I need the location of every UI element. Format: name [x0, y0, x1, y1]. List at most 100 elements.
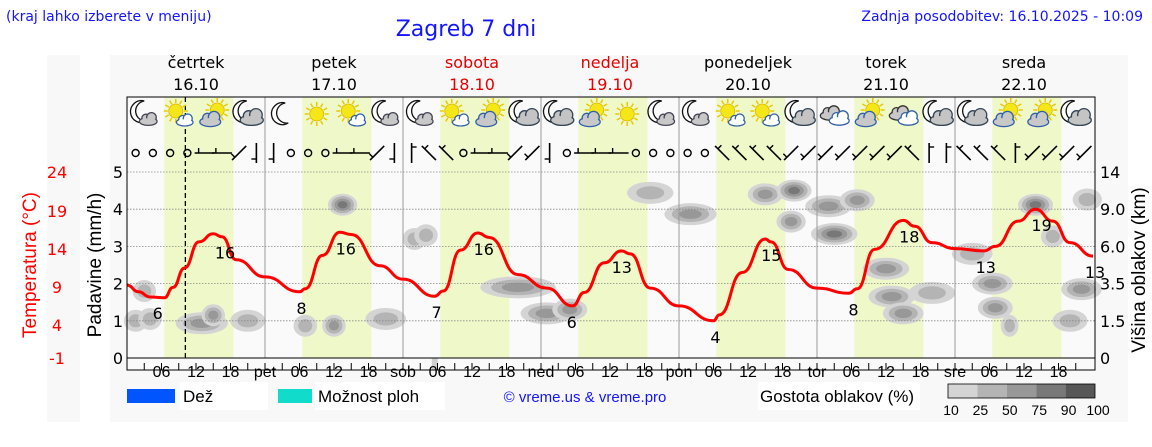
moon-heavy-cloud-icon	[542, 99, 575, 127]
sun-ray	[866, 99, 870, 104]
wind-barb-icon	[524, 145, 541, 161]
location-hint-link[interactable]: (kraj lahko izberete v meniju)	[6, 9, 212, 25]
sun-cloud-icon	[992, 98, 1023, 128]
cloud-fill	[453, 119, 469, 126]
temperature-value-label: 16	[474, 240, 494, 259]
wind-barb-icon	[332, 148, 353, 154]
cloud-height-axis-label: Višina oblakov (km)	[1129, 187, 1150, 352]
moon-icon	[270, 101, 289, 126]
x-tick-label: pet	[254, 364, 277, 381]
sun-small-cloud-icon	[163, 99, 194, 127]
sun-ray	[499, 103, 505, 107]
sun-ray	[440, 114, 446, 118]
cloud-icon	[175, 113, 194, 127]
temperature-tick-label: 4	[52, 316, 62, 335]
moon-heavy-cloud-icon	[1060, 99, 1092, 127]
day-name: torek	[865, 53, 907, 72]
sun-ray	[721, 117, 725, 122]
cloud-height-tick-label: 3.5	[1100, 275, 1125, 294]
wind-barb-feather	[907, 144, 912, 150]
sun-ray	[603, 113, 608, 117]
sun-ray	[590, 99, 594, 104]
cloud-icon	[727, 113, 746, 127]
sun-cloud-icon	[854, 98, 885, 128]
wind-barb-icon	[1014, 143, 1021, 163]
wind-barb-icon	[869, 145, 886, 161]
x-tick-label: 06	[981, 364, 999, 381]
sun-ray	[876, 116, 880, 121]
wind-barb-feather	[817, 153, 822, 158]
wind-barb-shaft	[438, 145, 454, 161]
density-scale-frame	[947, 383, 1096, 399]
wind-barb-shaft	[714, 145, 730, 161]
precip-strip-mark	[431, 358, 438, 370]
sun-ray	[496, 99, 500, 104]
temperature-value-label: 8	[296, 299, 306, 318]
wind-barb-icon	[544, 143, 551, 163]
temperature-tick-label: -1	[49, 349, 65, 368]
moon-heavy-cloud-icon	[922, 99, 954, 127]
wind-barb-feather	[506, 153, 512, 158]
cloud-icon	[656, 111, 676, 127]
temperature-value-label: 6	[153, 304, 163, 323]
precipitation-tick-label: 5	[113, 163, 123, 182]
sun-ray	[765, 100, 769, 105]
wind-barb-icon	[817, 145, 834, 161]
x-tick-label: 12	[325, 364, 343, 381]
sun-ray	[305, 117, 311, 121]
temperature-value-label: 13	[976, 258, 996, 277]
temperature-value-label: 6	[567, 313, 577, 332]
wind-barb-icon	[955, 144, 972, 161]
cloud-icon	[964, 107, 989, 127]
moon-cloud-icon	[681, 99, 710, 127]
sun-ray	[482, 103, 487, 107]
x-tick-label: 06	[153, 364, 171, 381]
density-scale-label: 90	[1061, 402, 1077, 418]
cloud-fill	[551, 115, 573, 125]
sun-ray	[179, 100, 183, 105]
rain-swatch	[127, 389, 175, 403]
x-tick-label: 18	[498, 364, 516, 381]
sun-ray	[223, 103, 229, 107]
wind-barb-icon	[608, 148, 629, 154]
wind-barb-icon	[800, 145, 817, 161]
temperature-tick-label: 19	[47, 202, 67, 221]
day-date: 18.10	[449, 75, 495, 94]
sun-ray	[585, 103, 591, 107]
sun-ray	[1051, 103, 1057, 107]
wind-barb-icon	[748, 144, 765, 161]
sun-ray	[734, 104, 739, 108]
wind-barb-icon	[349, 148, 370, 154]
cloud-icon	[475, 110, 498, 128]
sun-ray	[1051, 113, 1057, 117]
sun-ray	[164, 104, 170, 108]
day-date: 19.10	[587, 75, 633, 94]
cloud-icon	[992, 110, 1015, 128]
wind-barb-icon	[487, 148, 508, 154]
overcast-icon	[819, 105, 850, 126]
sun-ray	[600, 116, 604, 121]
sun-ray	[879, 103, 884, 107]
cloud-fill	[177, 119, 193, 126]
sun-small-cloud-icon	[336, 99, 367, 127]
copyright-link[interactable]: © vreme.us & vreme.pro	[504, 389, 667, 406]
sun-ray	[616, 107, 621, 111]
x-tick-label: 18	[912, 364, 930, 381]
rain-label-bg	[180, 382, 268, 410]
cloud-fill	[931, 115, 953, 125]
sun-cloud-icon	[578, 98, 609, 128]
sun-ray	[351, 100, 355, 105]
sun-ray	[603, 103, 608, 107]
density-swatch	[1065, 384, 1095, 398]
cloud-density-blob	[636, 186, 665, 200]
moon-icon	[270, 101, 289, 126]
cloud-icon	[414, 111, 434, 127]
cloud-icon	[138, 111, 158, 127]
cloud-fill	[657, 118, 674, 125]
sun-ray	[716, 104, 722, 108]
sun-ray	[751, 104, 756, 108]
cloud-density-blob	[418, 228, 434, 242]
sun-ray	[1038, 99, 1042, 104]
cloud-density-blob	[826, 230, 842, 238]
x-tick-label: 12	[1015, 364, 1033, 381]
